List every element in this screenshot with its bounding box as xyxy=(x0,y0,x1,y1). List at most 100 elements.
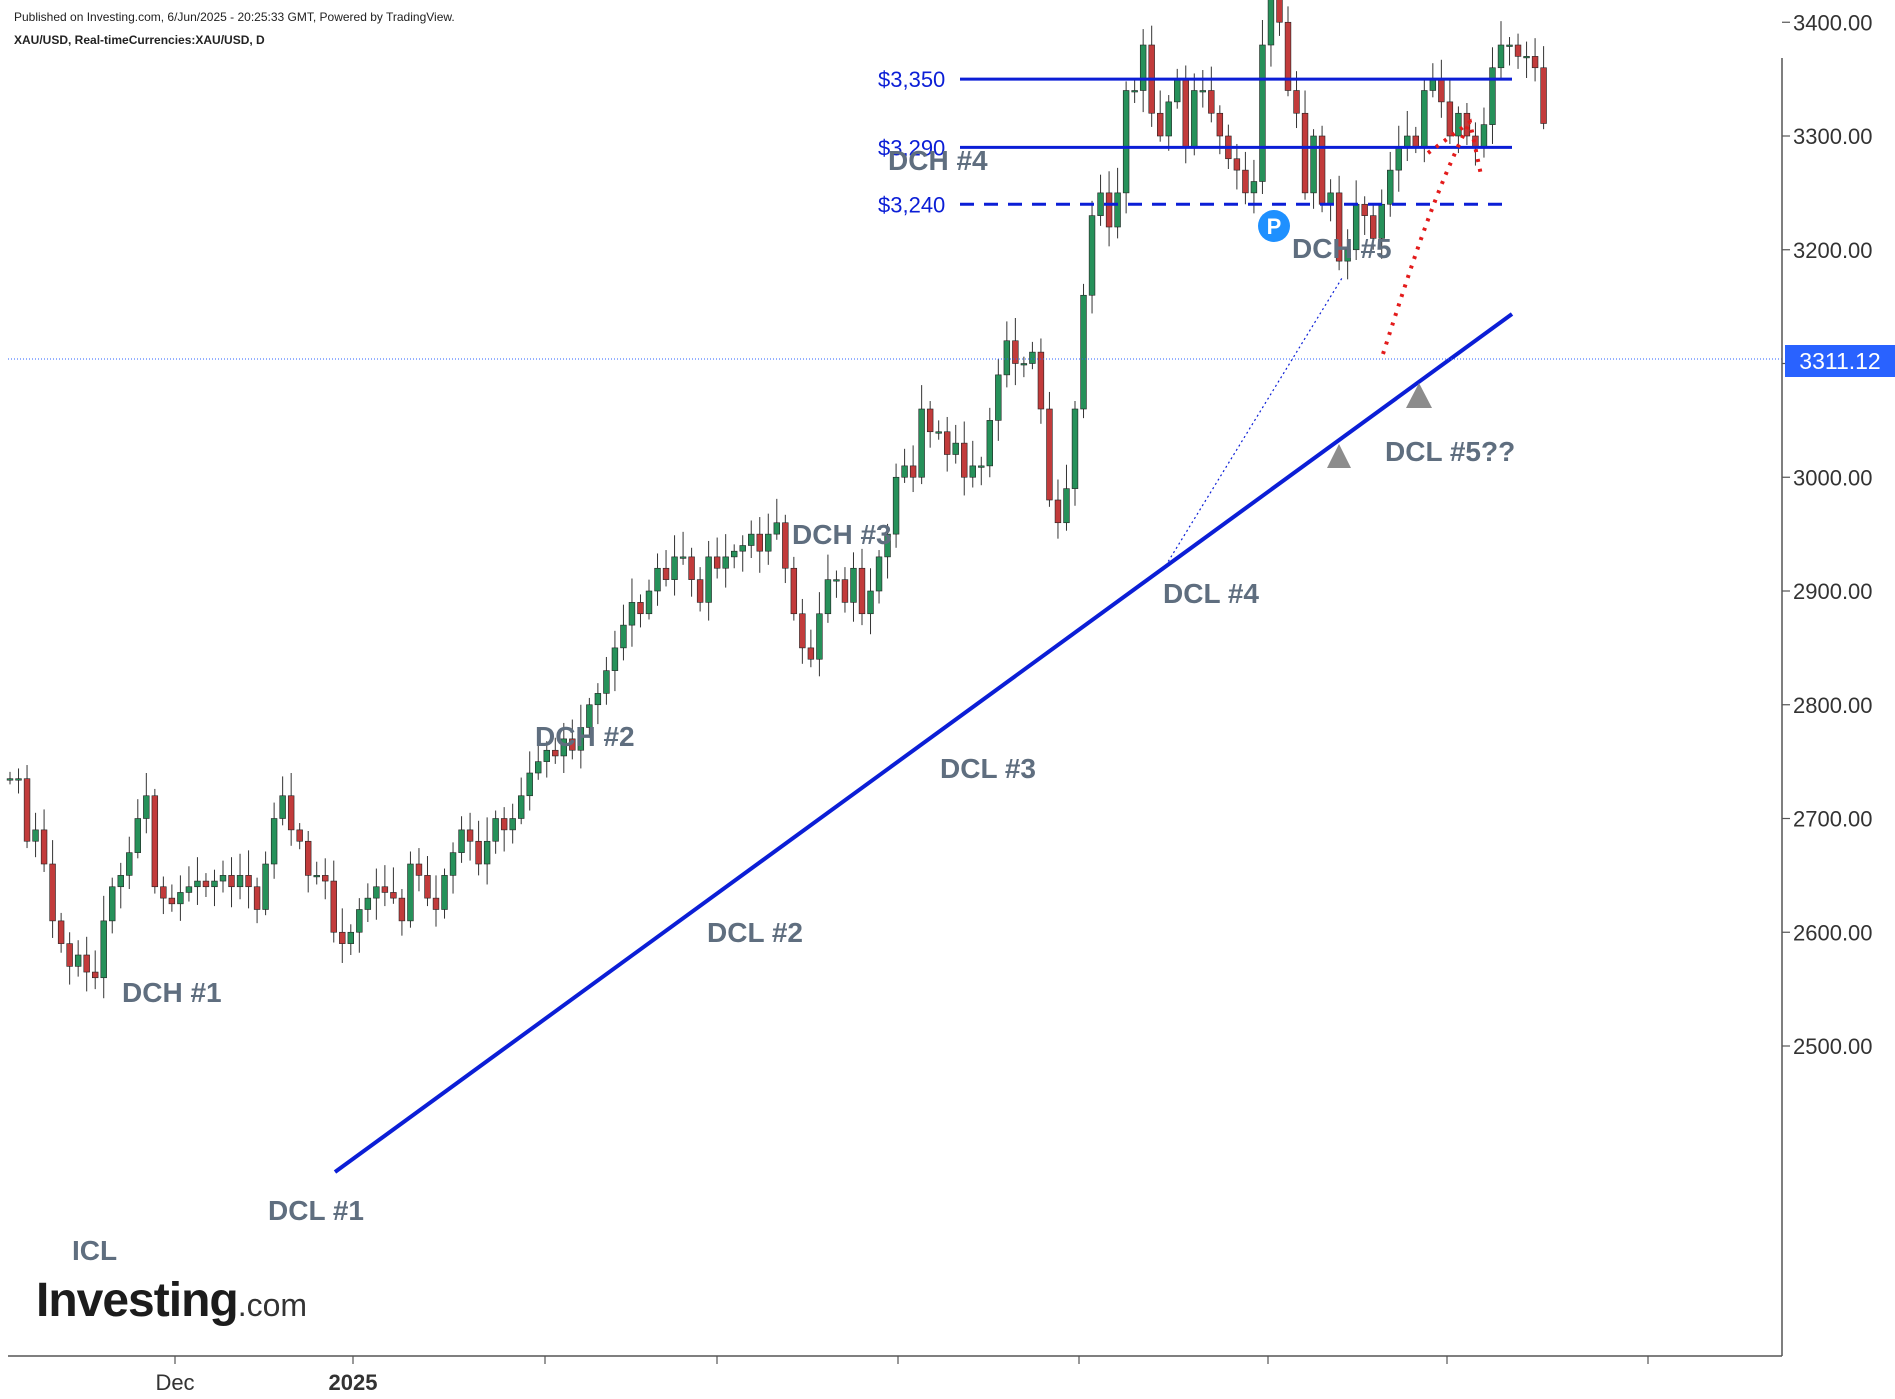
candles-group xyxy=(6,0,1547,999)
annotation-dch1: DCH #1 xyxy=(122,977,222,1008)
candle-up xyxy=(1003,340,1011,376)
y-tick-label: 3300.00 xyxy=(1793,124,1873,149)
candle-up xyxy=(918,408,925,478)
y-tick-label: 3000.00 xyxy=(1793,465,1873,490)
candle-down xyxy=(1531,56,1539,69)
candle-up xyxy=(577,727,585,751)
candle-up xyxy=(892,476,900,535)
candle-down xyxy=(1054,499,1062,524)
candle-up xyxy=(1506,44,1513,47)
candle-up xyxy=(952,442,959,455)
candle-up xyxy=(748,533,755,546)
candle-down xyxy=(287,795,295,831)
candle-down xyxy=(799,613,806,649)
annotation-icl: ICL xyxy=(72,1235,117,1266)
candle-down xyxy=(381,886,389,893)
candle-down xyxy=(66,943,73,967)
last-price-tag xyxy=(1785,345,1895,377)
candle-up xyxy=(236,875,244,888)
level-label: $3,290 xyxy=(878,135,945,160)
candle-up xyxy=(969,465,976,478)
candle-down xyxy=(1157,112,1164,137)
candle-down xyxy=(296,829,303,842)
candle-up xyxy=(441,875,448,910)
candle-up xyxy=(1174,78,1181,103)
last-price-value: 3311.12 xyxy=(1799,348,1880,374)
y-tick-label: 2600.00 xyxy=(1793,920,1873,945)
candle-up xyxy=(1344,249,1351,262)
candle-up xyxy=(6,778,14,781)
candle-up xyxy=(1404,135,1411,148)
candle-down xyxy=(322,875,329,882)
candle-up xyxy=(1250,181,1258,194)
candle-up xyxy=(560,738,568,757)
annotation-dcl1: DCL #1 xyxy=(268,1195,364,1226)
candle-down xyxy=(1446,101,1454,137)
candle-down xyxy=(253,886,261,910)
projection-arrow-icon xyxy=(1381,121,1472,355)
candle-down xyxy=(1540,67,1547,124)
candle-up xyxy=(586,704,593,728)
candle-down xyxy=(1012,340,1019,364)
candle-down xyxy=(807,647,815,660)
annotation-dch3: DCH #3 xyxy=(792,519,892,550)
candle-down xyxy=(228,875,235,888)
candle-up xyxy=(739,545,746,552)
candle-up xyxy=(978,465,985,468)
arrow-head-icon xyxy=(1426,118,1483,176)
candle-down xyxy=(1105,192,1113,228)
y-tick-label: 2500.00 xyxy=(1793,1034,1873,1059)
logo-main: Investing xyxy=(36,1274,239,1327)
candle-up xyxy=(816,613,823,660)
triangle-marker xyxy=(1327,444,1351,468)
candle-down xyxy=(151,795,159,888)
candle-up xyxy=(730,550,738,558)
candle-down xyxy=(1301,112,1309,194)
candle-up xyxy=(1088,215,1096,296)
published-note: Published on Investing.com, 6/Jun/2025 -… xyxy=(14,10,455,24)
candle-down xyxy=(1438,78,1445,103)
candle-up xyxy=(262,863,269,910)
candle-up xyxy=(1080,294,1087,410)
candle-down xyxy=(339,931,346,944)
triangle-marker xyxy=(1406,383,1432,408)
rising-trendline xyxy=(333,312,1514,1174)
candle-up xyxy=(722,556,729,569)
candle-down xyxy=(1293,90,1300,114)
candle-up xyxy=(1114,192,1121,228)
candle-up xyxy=(74,954,82,967)
candle-down xyxy=(304,840,312,876)
candle-up xyxy=(995,374,1002,421)
candle-down xyxy=(961,442,968,478)
logo-suffix: .com xyxy=(237,1287,308,1323)
candle-up xyxy=(1097,192,1104,216)
candle-up xyxy=(219,875,227,882)
candle-up xyxy=(1267,0,1275,46)
candle-down xyxy=(23,778,31,842)
candle-down xyxy=(1216,112,1224,137)
candle-up xyxy=(1395,147,1402,171)
candle-down xyxy=(202,880,210,888)
candle-up xyxy=(765,533,772,552)
candle-down xyxy=(1361,203,1368,216)
candle-up xyxy=(679,556,687,559)
y-tick-label: 2800.00 xyxy=(1793,693,1873,718)
candle-down xyxy=(390,892,397,899)
candle-down xyxy=(1284,21,1292,91)
candle-up xyxy=(628,602,636,626)
y-tick-label: 3400.00 xyxy=(1793,10,1873,35)
candle-up xyxy=(517,795,525,819)
candle-up xyxy=(620,624,627,649)
candle-up xyxy=(1489,67,1496,125)
candle-up xyxy=(194,880,201,888)
candle-down xyxy=(1370,215,1377,239)
annotation-dcl2: DCL #2 xyxy=(707,917,803,948)
candle-down xyxy=(909,465,917,478)
candle-down xyxy=(662,567,670,580)
p-marker-letter: P xyxy=(1267,214,1282,239)
candle-down xyxy=(245,875,252,888)
candle-up xyxy=(1310,135,1317,194)
candle-up xyxy=(1029,351,1036,364)
candle-up xyxy=(935,431,942,434)
candle-down xyxy=(1463,112,1471,137)
